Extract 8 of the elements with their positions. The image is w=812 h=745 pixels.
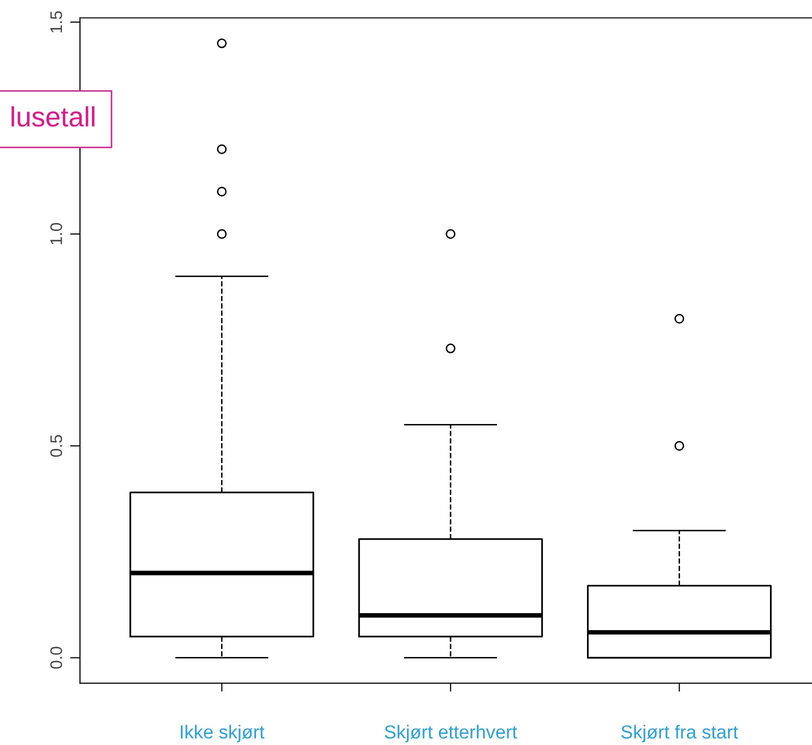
y-tick-label: 1.0 (50, 223, 62, 244)
x-tick-label: Skjørt fra start (621, 724, 738, 742)
y-tick-label: 0.0 (50, 646, 62, 669)
y-tick-label: 0.5 (50, 434, 62, 457)
annotation: lusetall (12, 106, 94, 127)
y-tick-label: 1.5 (50, 11, 62, 32)
x-tick-label: Skjørt etterhvert (384, 724, 518, 742)
x-tick-label: Ikke skjørt (180, 724, 264, 742)
